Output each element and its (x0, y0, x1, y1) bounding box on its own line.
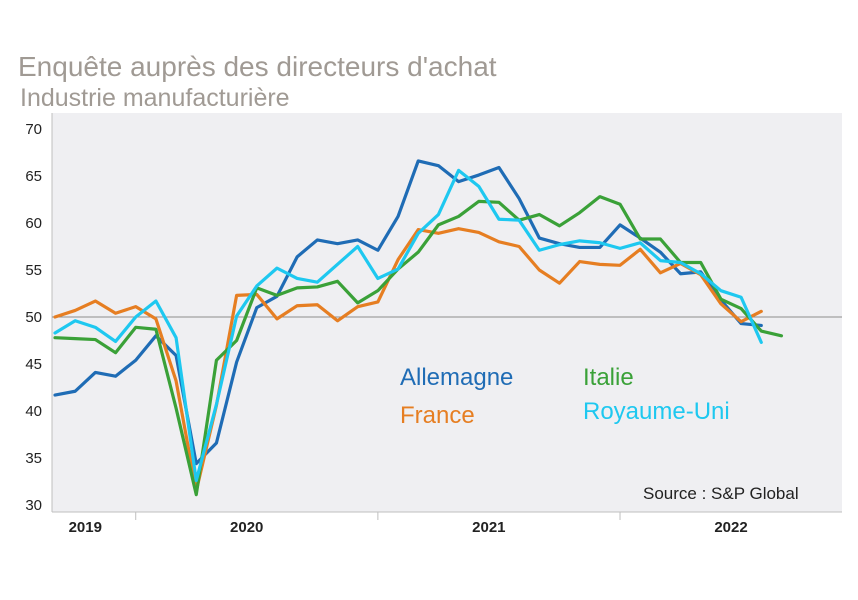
legend-royaume-uni: Royaume-Uni (583, 398, 730, 425)
y-tick-label: 50 (25, 309, 42, 326)
chart-subtitle: Industrie manufacturière (20, 84, 290, 112)
y-tick-label: 40 (25, 403, 42, 420)
series-group (53, 159, 784, 497)
source-note: Source : S&P Global (643, 484, 799, 503)
series-line-italie (53, 195, 784, 497)
legend-italie: Italie (583, 364, 634, 391)
legend-france: France (400, 402, 475, 429)
y-tick-label: 35 (25, 450, 42, 467)
y-tick-label: 60 (25, 215, 42, 232)
x-axis: 2019 2020 2021 2022 (52, 511, 842, 536)
y-tick-label: 45 (25, 356, 42, 373)
legend-allemagne: Allemagne (400, 364, 513, 391)
y-tick-label: 70 (25, 121, 42, 138)
y-tick-label: 65 (25, 168, 42, 185)
series-line-france (53, 227, 763, 493)
x-tick-label: 2021 (472, 519, 505, 536)
y-tick-label: 55 (25, 262, 42, 279)
y-axis: 30 35 40 45 50 55 60 65 70 (25, 113, 53, 514)
x-tick-label: 2019 (69, 519, 102, 536)
x-tick-label: 2022 (714, 519, 747, 536)
x-tick-label: 2020 (230, 519, 263, 536)
chart-title: Enquête auprès des directeurs d'achat (18, 51, 497, 82)
series-line-royaume-uni (53, 168, 763, 483)
y-tick-label: 30 (25, 497, 42, 514)
